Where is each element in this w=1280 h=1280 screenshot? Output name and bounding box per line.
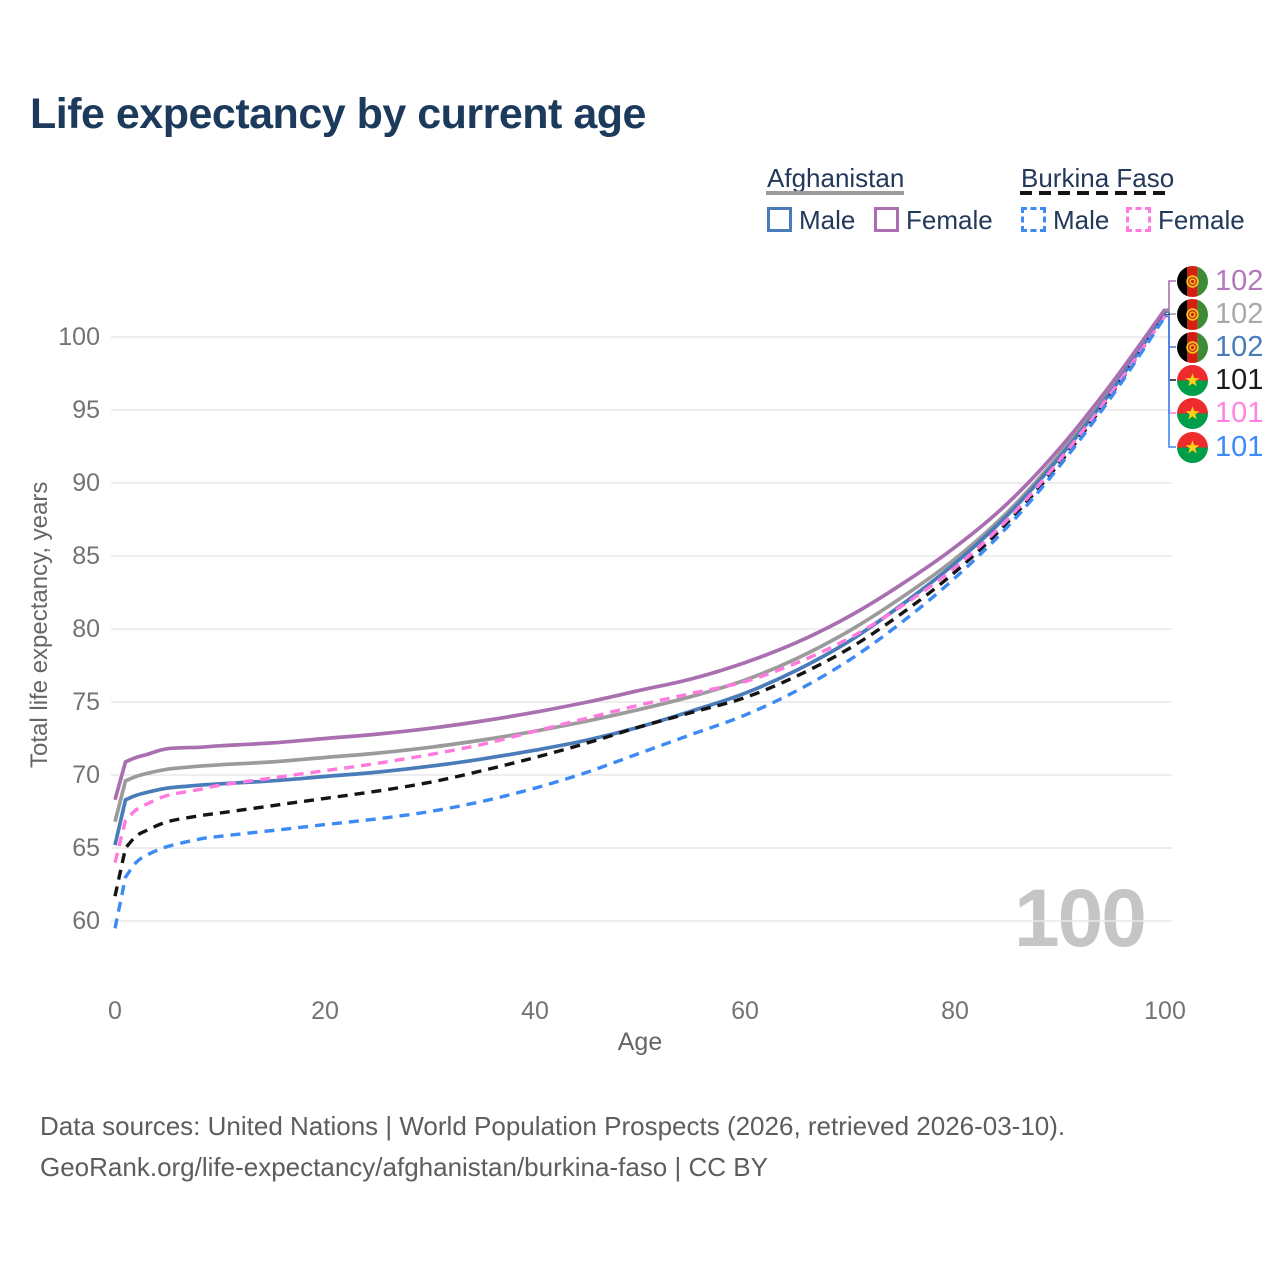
y-axis-title: Total life expectancy, years (26, 481, 53, 769)
legend-swatch-burkina-faso-female[interactable] (1126, 207, 1151, 232)
end-label-value: 101 (1215, 430, 1264, 463)
end-label-burkina-faso-male[interactable]: 101 (1177, 430, 1263, 464)
end-label-burkina-faso-both-sexes[interactable]: 101 (1177, 363, 1263, 397)
series-line-burkina-faso-both-sexes[interactable] (113, 314, 1167, 897)
end-label-afghanistan-both-sexes[interactable]: 102 (1177, 297, 1263, 331)
page-title: Life expectancy by current age (30, 90, 646, 138)
y-tick-label-95: 95 (72, 396, 100, 424)
burkina-faso-flag-icon (1177, 364, 1208, 396)
afghanistan-flag-icon (1177, 331, 1208, 363)
data-sources-line: Data sources: United Nations | World Pop… (40, 1111, 1066, 1141)
legend-afghanistan-line-swatch (766, 191, 904, 195)
series-connector-burkina-faso-female (1165, 315, 1176, 414)
legend-swatch-afghanistan-male[interactable] (767, 207, 792, 232)
y-tick-label-75: 75 (72, 688, 100, 716)
end-label-value: 102 (1215, 330, 1264, 363)
y-tick-label-65: 65 (72, 834, 100, 862)
legend-label-burkina-faso-male[interactable]: Male (1053, 205, 1110, 235)
end-label-value: 102 (1215, 297, 1264, 330)
end-label-afghanistan-male[interactable]: 102 (1177, 330, 1263, 364)
series-line-burkina-faso-female[interactable] (113, 314, 1167, 864)
y-tick-label-100: 100 (58, 323, 100, 351)
end-label-value: 101 (1215, 363, 1264, 396)
y-tick-label-80: 80 (72, 615, 100, 643)
footer-attribution: Data sources: United Nations | World Pop… (40, 1106, 1065, 1188)
x-tick-label-80: 80 (941, 997, 969, 1025)
legend-label-burkina-faso-female[interactable]: Female (1158, 205, 1245, 235)
y-tick-label-85: 85 (72, 542, 100, 570)
series-connector-afghanistan-male (1165, 311, 1176, 348)
x-tick-label-100: 100 (1144, 997, 1186, 1025)
end-label-value: 102 (1215, 264, 1264, 297)
series-connector-burkina-faso-male (1165, 315, 1176, 448)
burkina-faso-flag-icon (1177, 431, 1208, 463)
end-label-afghanistan-female[interactable]: 102 (1177, 264, 1263, 298)
legend-label-afghanistan-male[interactable]: Male (799, 205, 856, 235)
series-line-afghanistan-female[interactable] (113, 308, 1167, 801)
legend-label-afghanistan-female[interactable]: Female (906, 205, 993, 235)
legend-burkina-faso-line-swatch (1020, 191, 1170, 195)
series-line-burkina-faso-male[interactable] (113, 315, 1167, 929)
series-line-afghanistan-male[interactable] (113, 311, 1167, 846)
legend-swatch-burkina-faso-male[interactable] (1021, 207, 1046, 232)
x-tick-label-60: 60 (731, 997, 759, 1025)
afghanistan-flag-icon (1177, 265, 1208, 297)
y-tick-label-90: 90 (72, 469, 100, 497)
afghanistan-flag-icon (1177, 298, 1208, 330)
x-tick-label-0: 0 (108, 997, 122, 1025)
x-axis-title: Age (617, 1028, 663, 1056)
x-tick-label-40: 40 (521, 997, 549, 1025)
series-line-afghanistan-both-sexes[interactable] (113, 309, 1167, 823)
series-connector-afghanistan-female (1165, 280, 1176, 311)
georank-url-line[interactable]: GeoRank.org/life-expectancy/afghanistan/… (40, 1152, 768, 1182)
burkina-faso-flag-icon (1177, 397, 1208, 429)
end-label-value: 101 (1215, 396, 1264, 429)
end-label-burkina-faso-female[interactable]: 101 (1177, 396, 1263, 430)
age-counter-watermark: 100 (1014, 873, 1147, 964)
legend-country-burkina-faso[interactable]: Burkina Faso (1021, 163, 1175, 193)
x-tick-label-20: 20 (311, 997, 339, 1025)
y-tick-label-70: 70 (72, 761, 100, 789)
y-tick-label-60: 60 (72, 907, 100, 935)
legend-country-afghanistan[interactable]: Afghanistan (767, 163, 905, 193)
legend-swatch-afghanistan-female[interactable] (874, 207, 899, 232)
